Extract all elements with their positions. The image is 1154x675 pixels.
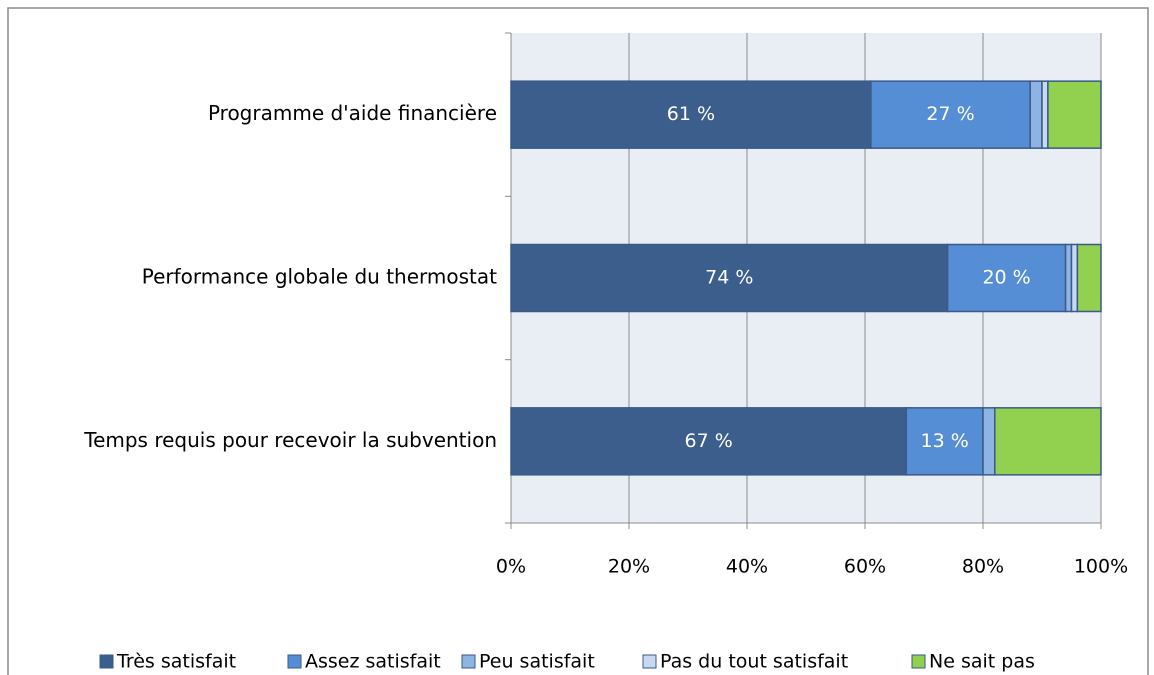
bar-segment	[905, 407, 984, 476]
bar-segment	[994, 407, 1102, 476]
bar-segment	[1064, 243, 1073, 313]
bar-segment	[982, 407, 996, 476]
bar-segment	[1041, 80, 1049, 149]
bar-segment	[1070, 243, 1079, 313]
bar-segment	[946, 243, 1067, 313]
legend-swatch	[461, 654, 476, 669]
bar-segment	[1029, 80, 1043, 149]
legend-label: Pas du tout satisfait	[660, 651, 848, 673]
legend-swatch	[99, 654, 114, 669]
legend-label: Ne sait pas	[929, 651, 1035, 673]
legend-swatch	[911, 654, 926, 669]
data-label: 20 %	[982, 267, 1030, 289]
data-label: 27 %	[926, 103, 974, 125]
bar-segment	[870, 80, 1031, 149]
data-label: 61 %	[667, 103, 715, 125]
y-tick-label: Performance globale du thermostat	[142, 265, 497, 289]
x-tick-label: 20%	[608, 556, 650, 578]
y-tick-label: Temps requis pour recevoir la subvention	[83, 428, 497, 452]
legend-label: Assez satisfait	[305, 651, 441, 673]
bar-segment	[1047, 80, 1102, 149]
data-label: 67 %	[685, 430, 733, 452]
x-tick-label: 40%	[726, 556, 768, 578]
data-label: 74 %	[705, 267, 753, 289]
frame	[7, 7, 1149, 675]
legend-swatch	[642, 654, 657, 669]
bar-segment	[510, 80, 872, 149]
bar-segment	[510, 243, 949, 313]
bar-segment	[1076, 243, 1102, 313]
bar-segment	[510, 407, 908, 476]
legend-swatch	[287, 654, 302, 669]
x-tick-label: 100%	[1074, 556, 1128, 578]
x-tick-label: 0%	[496, 556, 526, 578]
x-tick-label: 60%	[844, 556, 886, 578]
data-label: 13 %	[921, 430, 969, 452]
x-tick-label: 80%	[962, 556, 1004, 578]
legend-label: Peu satisfait	[479, 651, 595, 673]
legend-label: Très satisfait	[116, 651, 236, 673]
y-tick-label: Programme d'aide financière	[208, 101, 497, 125]
